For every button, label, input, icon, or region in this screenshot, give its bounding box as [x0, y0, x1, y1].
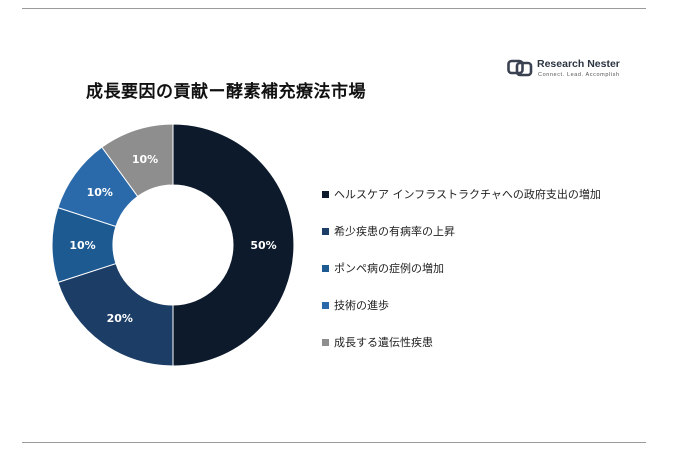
- research-nester-logo: Research Nester Connect. Lead. Accomplis…: [507, 58, 620, 80]
- top-divider: [22, 8, 646, 9]
- data-label-4: 10%: [87, 186, 113, 199]
- legend-swatch-2: [322, 227, 329, 235]
- bottom-divider: [22, 442, 646, 443]
- logo-tagline: Connect. Lead. Accomplish: [538, 72, 620, 78]
- data-label-3: 10%: [69, 239, 95, 252]
- legend-label-5: 成長する遺伝性疾患: [334, 336, 433, 349]
- data-label-5: 10%: [132, 153, 158, 166]
- legend-swatch-1: [322, 190, 329, 198]
- legend-label-1: ヘルスケア インフラストラクチャへの政府支出の増加: [334, 188, 601, 201]
- legend-label-4: 技術の進歩: [334, 299, 389, 312]
- legend-item-1: ヘルスケア インフラストラクチャへの政府支出の増加: [322, 186, 601, 202]
- legend-label-2: 希少疾患の有病率の上昇: [334, 225, 455, 238]
- legend-swatch-3: [322, 264, 329, 272]
- logo-mark-icon: [507, 59, 533, 77]
- legend-item-3: ポンペ病の症例の増加: [322, 260, 444, 276]
- donut-slice-5: [101, 123, 174, 198]
- donut-slice-1: [172, 123, 295, 367]
- legend-item-4: 技術の進歩: [322, 297, 389, 313]
- donut-slice-2: [57, 262, 174, 367]
- legend-swatch-5: [322, 338, 329, 346]
- legend-item-2: 希少疾患の有病率の上昇: [322, 223, 455, 239]
- legend-swatch-4: [322, 301, 329, 309]
- data-label-2: 20%: [107, 312, 133, 325]
- chart-title: 成長要因の貢献ー酵素補充療法市場: [86, 82, 366, 102]
- data-label-1: 50%: [250, 239, 276, 252]
- logo-name: Research Nester: [537, 58, 620, 70]
- legend-item-5: 成長する遺伝性疾患: [322, 334, 433, 350]
- legend-label-3: ポンペ病の症例の増加: [334, 262, 444, 275]
